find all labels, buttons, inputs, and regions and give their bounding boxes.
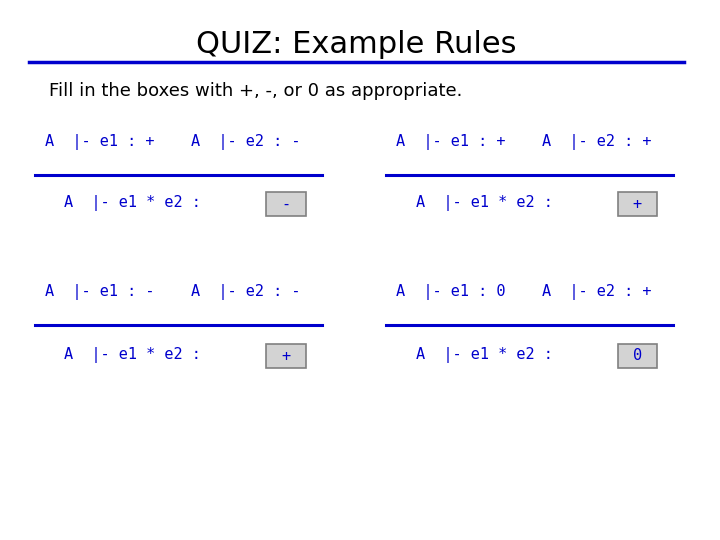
- Text: A  |- e1 * e2 :: A |- e1 * e2 :: [64, 347, 201, 363]
- Text: A  |- e1 * e2 :: A |- e1 * e2 :: [64, 195, 201, 211]
- Text: A  |- e1 : 0    A  |- e2 : +: A |- e1 : 0 A |- e2 : +: [396, 284, 652, 300]
- Text: A  |- e1 * e2 :: A |- e1 * e2 :: [415, 195, 552, 211]
- Text: +: +: [282, 348, 291, 363]
- FancyBboxPatch shape: [618, 344, 657, 368]
- Text: QUIZ: Example Rules: QUIZ: Example Rules: [196, 30, 516, 59]
- Text: 0: 0: [633, 348, 642, 363]
- Text: Fill in the boxes with +, -, or 0 as appropriate.: Fill in the boxes with +, -, or 0 as app…: [50, 82, 463, 100]
- Text: A  |- e1 : +    A  |- e2 : +: A |- e1 : + A |- e2 : +: [396, 134, 652, 150]
- FancyBboxPatch shape: [618, 192, 657, 216]
- Text: +: +: [633, 197, 642, 212]
- FancyBboxPatch shape: [266, 344, 306, 368]
- Text: -: -: [282, 197, 291, 212]
- FancyBboxPatch shape: [266, 192, 306, 216]
- Text: A  |- e1 : -    A  |- e2 : -: A |- e1 : - A |- e2 : -: [45, 284, 300, 300]
- Text: A  |- e1 : +    A  |- e2 : -: A |- e1 : + A |- e2 : -: [45, 134, 300, 150]
- Text: A  |- e1 * e2 :: A |- e1 * e2 :: [415, 347, 552, 363]
